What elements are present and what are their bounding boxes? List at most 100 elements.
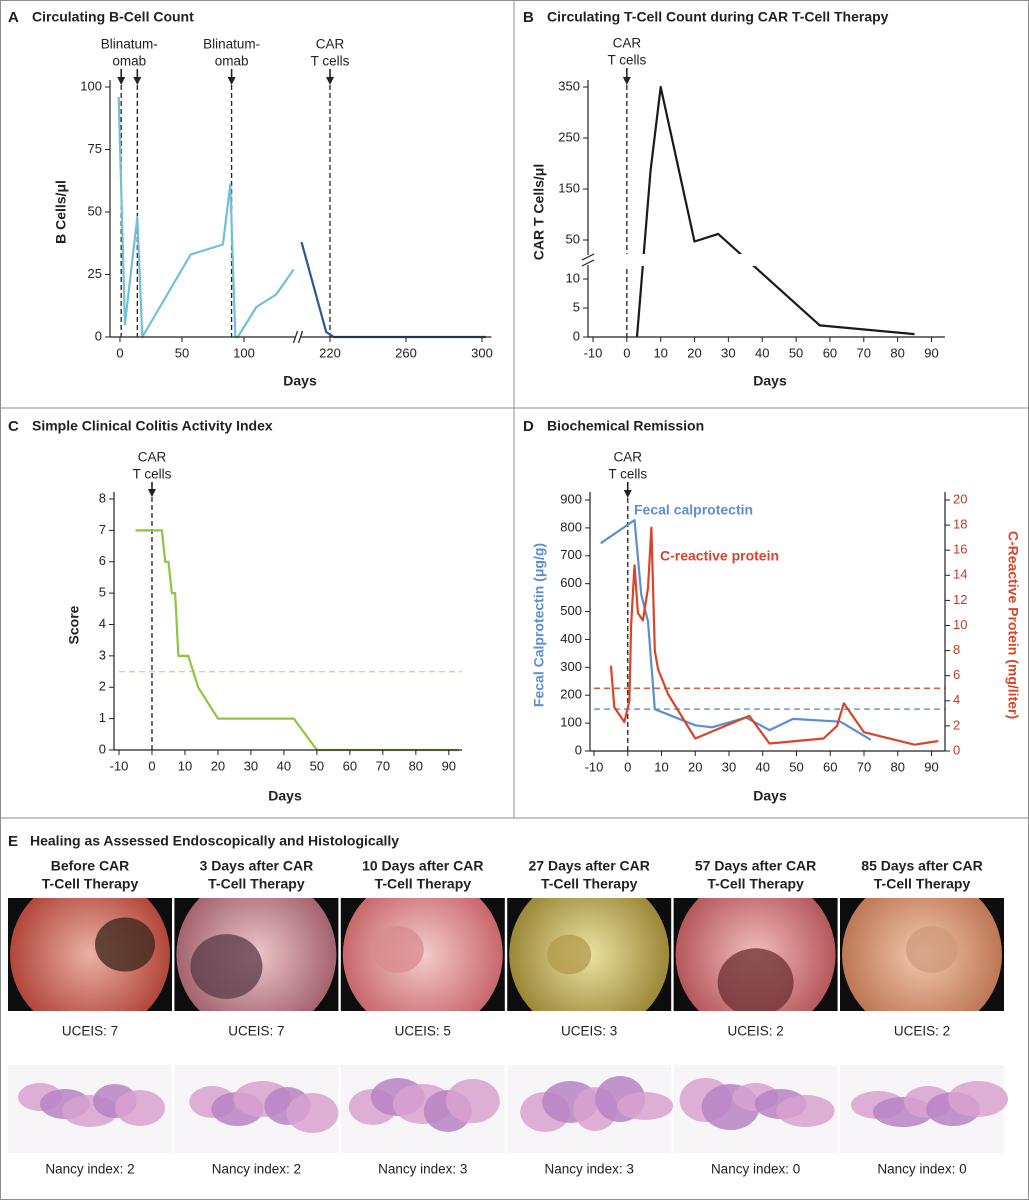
y2-tick-label: 12 [953, 592, 967, 607]
y-tick-label: 500 [560, 603, 582, 618]
tissue [286, 1093, 339, 1133]
x-axis-label: Days [268, 788, 302, 804]
endoscopy-score: UCEIS: 5 [395, 1024, 451, 1039]
y-tick-label: 100 [560, 715, 582, 730]
column-header: 10 Days after CAR [362, 858, 483, 874]
x-tick-label: 20 [211, 758, 225, 773]
x-tick-label: 0 [624, 759, 631, 774]
tissue [617, 1092, 674, 1120]
chart-title: Circulating T-Cell Count during CAR T-Ce… [547, 9, 889, 25]
event-arrowhead [326, 77, 334, 85]
y-tick-label: 300 [560, 659, 582, 674]
column-header: T-Cell Therapy [541, 876, 638, 892]
x-axis-label: Days [753, 373, 787, 389]
x-tick-label: 90 [924, 345, 938, 360]
annotation: omab [215, 54, 249, 69]
x-tick-label: 70 [376, 758, 390, 773]
y-tick-label: 150 [558, 180, 580, 195]
x-tick-label: 90 [924, 759, 938, 774]
annotation: Blinatum- [203, 37, 260, 52]
x-tick-label: 50 [310, 758, 324, 773]
y-tick-label: 350 [558, 78, 580, 93]
annotation: omab [112, 54, 146, 69]
x-tick-label: -10 [585, 759, 604, 774]
column-header: 85 Days after CAR [861, 858, 982, 874]
data-line [600, 519, 872, 741]
y-axis-label: B Cells/μl [53, 180, 69, 244]
y-tick-label: 50 [88, 203, 102, 218]
annotation: CAR [613, 450, 642, 465]
x-tick-label: 50 [175, 345, 189, 360]
column-header: 3 Days after CAR [200, 858, 314, 874]
event-arrowhead [227, 77, 236, 85]
y-tick-label: 2 [99, 679, 106, 694]
event-arrowhead [117, 77, 126, 85]
x-tick-label: 60 [823, 345, 837, 360]
x-tick-label: 10 [654, 759, 668, 774]
y-tick-label: 900 [560, 491, 582, 506]
annotation: CAR [138, 450, 167, 465]
histology-score: Nancy index: 0 [877, 1162, 966, 1177]
column-header: 57 Days after CAR [695, 858, 816, 874]
panel-letter: E [8, 833, 18, 850]
y-tick-label: 1 [99, 710, 106, 725]
y2-tick-label: 20 [953, 491, 967, 506]
y-tick-label: 250 [558, 129, 580, 144]
x-tick-label: 80 [891, 759, 905, 774]
lumen [717, 948, 794, 1011]
y2-tick-label: 4 [953, 692, 960, 707]
event-arrowhead [622, 77, 631, 85]
y-tick-label: 75 [88, 141, 102, 156]
histology-score: Nancy index: 3 [545, 1162, 634, 1177]
x-tick-label: 0 [148, 758, 155, 773]
endoscopy-score: UCEIS: 7 [62, 1024, 118, 1039]
column-header: 27 Days after CAR [529, 858, 650, 874]
column-header: T-Cell Therapy [375, 876, 472, 892]
x-tick-label: 0 [116, 345, 123, 360]
x-tick-label: 70 [857, 345, 871, 360]
annotation: Blinatum- [101, 37, 158, 52]
endoscopy-score: UCEIS: 2 [727, 1024, 783, 1039]
column-header: T-Cell Therapy [208, 876, 305, 892]
data-line [117, 96, 295, 339]
lumen [95, 917, 155, 972]
x-tick-label: 0 [623, 345, 630, 360]
x-axis-label: Days [753, 788, 787, 804]
series-label: Fecal calprotectin [634, 502, 753, 518]
x-tick-label: 80 [409, 758, 423, 773]
annotation: CAR [613, 36, 642, 51]
x-tick-label: 40 [756, 759, 770, 774]
y-tick-label: 4 [99, 616, 106, 631]
y-tick-label: 6 [99, 553, 106, 568]
y2-tick-label: 2 [953, 717, 960, 732]
y-tick-label: 25 [88, 266, 102, 281]
x-tick-label: 90 [442, 758, 456, 773]
y2-tick-label: 16 [953, 542, 967, 557]
annotation: T cells [133, 467, 172, 482]
lumen [906, 926, 958, 973]
histology-score: Nancy index: 2 [45, 1162, 134, 1177]
y2-axis-label: C-Reactive Protein (mg/liter) [1005, 531, 1021, 719]
tissue [445, 1079, 500, 1123]
y-tick-label: 5 [573, 299, 580, 314]
panel-letter: A [8, 9, 19, 26]
y-tick-label: 10 [566, 270, 580, 285]
column-header: T-Cell Therapy [874, 876, 971, 892]
y2-tick-label: 8 [953, 642, 960, 657]
data-line [609, 526, 939, 746]
panel-letter: B [523, 9, 534, 26]
event-arrowhead [623, 490, 632, 498]
y-tick-label: 3 [99, 647, 106, 662]
column-header: T-Cell Therapy [42, 876, 139, 892]
axis-break [581, 259, 595, 267]
tissue [776, 1095, 835, 1127]
y-axis-label: Fecal Calprotectin (μg/g) [531, 543, 547, 707]
y2-tick-label: 18 [953, 517, 967, 532]
x-tick-label: 10 [178, 758, 192, 773]
y-tick-label: 0 [575, 742, 582, 757]
chart-title: Circulating B-Cell Count [32, 9, 194, 25]
column-header: Before CAR [51, 858, 130, 874]
series-label: C-reactive protein [660, 548, 779, 564]
y-tick-label: 600 [560, 575, 582, 590]
